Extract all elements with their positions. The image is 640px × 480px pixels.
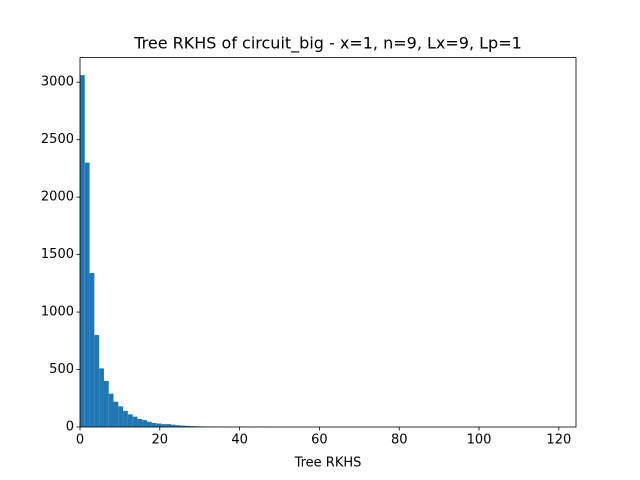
x-tick-label: 0 bbox=[76, 433, 84, 448]
x-tick-label: 120 bbox=[546, 433, 571, 448]
bar bbox=[89, 272, 95, 427]
bar bbox=[147, 421, 152, 427]
bar bbox=[80, 75, 85, 428]
x-tick-label: 80 bbox=[391, 433, 408, 448]
bar bbox=[94, 335, 100, 427]
plot-frame bbox=[79, 57, 577, 428]
chart-title: Tree RKHS of circuit_big - x=1, n=9, Lx=… bbox=[133, 34, 522, 54]
bar bbox=[156, 423, 162, 427]
bar bbox=[99, 368, 104, 427]
y-tick-label: 2000 bbox=[41, 190, 74, 205]
bar bbox=[137, 418, 143, 427]
x-tick-label: 100 bbox=[467, 433, 492, 448]
y-tick-label: 1000 bbox=[41, 305, 74, 320]
bar bbox=[113, 401, 119, 427]
bar bbox=[132, 416, 138, 427]
y-tick-label: 0 bbox=[66, 420, 74, 435]
bar bbox=[180, 425, 186, 427]
bar bbox=[170, 424, 176, 427]
bar bbox=[123, 410, 128, 427]
bar bbox=[118, 406, 124, 427]
bar bbox=[185, 425, 191, 427]
bar bbox=[127, 414, 133, 427]
x-tick-label: 40 bbox=[231, 433, 248, 448]
bar bbox=[190, 426, 195, 427]
bar bbox=[166, 424, 171, 427]
y-tick-label: 1500 bbox=[41, 247, 74, 262]
y-tick-label: 2500 bbox=[41, 132, 74, 147]
x-tick-label: 20 bbox=[152, 433, 169, 448]
bar bbox=[103, 381, 109, 427]
x-axis-label: Tree RKHS bbox=[294, 456, 362, 471]
y-tick-label: 3000 bbox=[41, 75, 74, 90]
bar bbox=[175, 425, 181, 427]
x-tick-label: 60 bbox=[311, 433, 328, 448]
bar bbox=[142, 420, 148, 427]
bar bbox=[151, 422, 157, 427]
y-tick-label: 500 bbox=[49, 362, 74, 377]
bar bbox=[161, 424, 167, 427]
bar bbox=[108, 393, 114, 427]
bar bbox=[84, 162, 90, 428]
